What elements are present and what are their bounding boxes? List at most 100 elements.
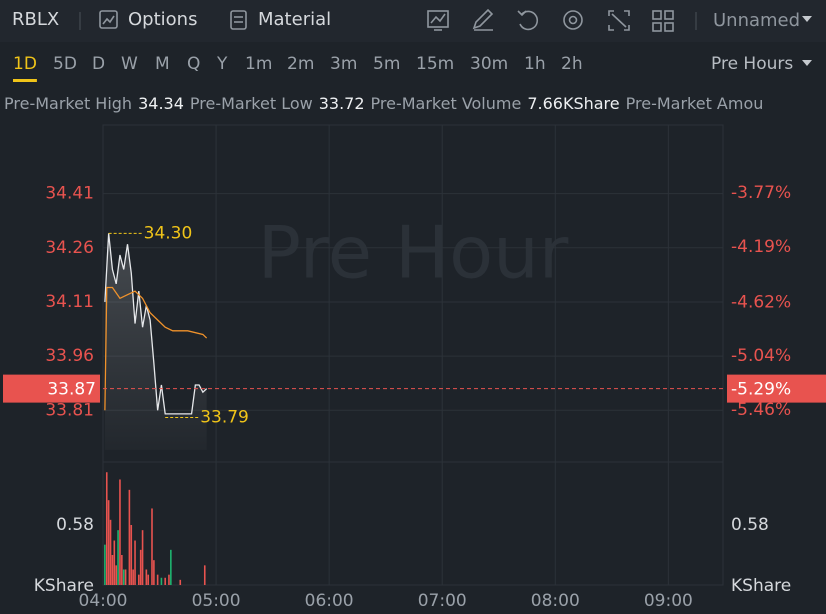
material-icon[interactable] (230, 10, 247, 30)
timeframe-tab[interactable]: 15m (416, 54, 454, 74)
y-tick-label: 34.11 (45, 292, 94, 312)
volume-bar (111, 555, 114, 585)
timeframe-tab[interactable]: M (155, 54, 170, 74)
y2-tick-label: -5.04% (731, 346, 791, 366)
volume-bar (107, 500, 110, 585)
current-price-box (3, 374, 100, 403)
volume-bar (147, 574, 150, 585)
volume-bar (113, 540, 116, 585)
volume-unit: KShare (34, 576, 94, 596)
material-button[interactable]: Material (258, 9, 331, 30)
timeframe-tab[interactable]: 1h (524, 54, 546, 74)
timeframe-tab[interactable]: 30m (470, 54, 508, 74)
y2-tick-label: -4.19% (731, 237, 791, 257)
toolbar-bg (0, 0, 826, 42)
fullscreen-icon[interactable] (608, 10, 630, 31)
volume-bar (141, 530, 144, 585)
y-tick-label: 33.81 (45, 400, 94, 420)
layout-icon[interactable] (652, 10, 674, 32)
timeframe-tab[interactable]: 5m (373, 54, 400, 74)
timeframe-tab[interactable]: 3m (330, 54, 357, 74)
current-pct-label: -5.29% (731, 380, 791, 400)
volume-bar (134, 540, 136, 585)
watermark: Pre Hour (258, 211, 569, 295)
x-tick-label: 09:00 (644, 591, 693, 611)
volume-bar (138, 574, 140, 585)
volume-bar (130, 525, 133, 585)
options-button[interactable]: Options (128, 9, 197, 30)
y-tick-label: 34.26 (45, 238, 94, 258)
reset-icon[interactable] (517, 10, 539, 31)
timeframe-tab[interactable]: 1m (245, 54, 272, 74)
price-line (104, 233, 208, 415)
draw-icon[interactable] (472, 8, 494, 31)
timeframe-tab[interactable]: W (121, 54, 138, 74)
x-tick-label: 04:00 (79, 591, 128, 611)
volume-bar (160, 577, 163, 585)
y2-tick-label: -4.62% (731, 292, 791, 312)
y-tick-label: 34.41 (45, 184, 94, 204)
volume-bar (170, 549, 172, 585)
stat-label: Pre-Market Low (190, 94, 313, 113)
tabs: 1D 5D D W M Q Y 1m 2m 3m 5m 15m 30m 1h 2h (13, 54, 583, 82)
volume-bar (115, 565, 117, 585)
x-tick-label: 06:00 (305, 591, 354, 611)
x-tick-label: 08:00 (531, 591, 580, 611)
current-pct-box (727, 374, 826, 403)
volume-bar (153, 560, 155, 585)
stat-value: 34.34 (138, 94, 184, 113)
current-price-label: 33.87 (47, 380, 96, 400)
annotation-label: 33.79 (200, 408, 249, 428)
options-icon[interactable] (99, 10, 118, 29)
dropdown-arrow[interactable] (802, 60, 812, 66)
volume-unit: KShare (731, 576, 791, 596)
volume-bar (139, 549, 142, 585)
symbol[interactable]: RBLX (12, 9, 59, 30)
annotation-label: 34.30 (144, 223, 193, 243)
stats-row: Pre-Market High 34.34 Pre-Market Low 33.72 P… (4, 94, 763, 113)
timeframe-tab[interactable]: 1D (13, 54, 37, 74)
volume-bar (164, 577, 166, 585)
timeframe-tab[interactable]: D (92, 54, 105, 74)
settings-icon[interactable] (563, 10, 583, 30)
volume-bar (122, 569, 125, 585)
volume-bar (121, 555, 123, 585)
chart: Pre Hour 04:00 05:00 06:00 07:00 08:00 09:00 33… (3, 124, 826, 611)
timeframe-tab[interactable]: 2m (287, 54, 314, 74)
timeframe-tab[interactable]: Y (216, 54, 228, 74)
session-select[interactable]: Pre Hours (711, 54, 793, 74)
y-tick-label: 33.96 (45, 346, 94, 366)
stat-value: 33.72 (319, 94, 365, 113)
y2-tick-label: -3.77% (731, 183, 791, 203)
stat-label: Pre-Market Volume (371, 94, 522, 113)
volume-bar (117, 530, 119, 585)
volume-bar (128, 489, 131, 585)
stat-label: Pre-Market Amou (626, 94, 764, 113)
volume-bar (151, 508, 153, 585)
volume-bar (179, 579, 182, 585)
timeframe-tab[interactable]: 2h (561, 54, 583, 74)
volume-bar (203, 565, 206, 585)
layout-name[interactable]: Unnamed (713, 10, 800, 31)
volume-bar (145, 569, 148, 585)
dropdown-arrow[interactable] (802, 16, 812, 22)
volume-bar (168, 574, 170, 585)
stat-label: Pre-Market High (4, 94, 132, 113)
timeframe-tab[interactable]: Q (187, 54, 200, 74)
timeframe-tab[interactable]: 5D (53, 54, 77, 74)
volume-tick-label: 0.58 (731, 515, 769, 535)
price-area (104, 233, 207, 450)
x-tick-label: 07:00 (418, 591, 467, 611)
volume-bar (119, 479, 121, 585)
price-line (104, 286, 208, 411)
tab-underline (13, 79, 37, 82)
volume-tick-label: 0.58 (56, 515, 94, 535)
stat-value: 7.66KShare (527, 94, 619, 113)
volume-bar (132, 569, 134, 585)
x-tick-label: 05:00 (192, 591, 241, 611)
indicator-icon[interactable] (427, 10, 449, 31)
volume-bar (104, 544, 106, 585)
volume-bar (109, 519, 112, 585)
volume-bar (124, 569, 127, 585)
